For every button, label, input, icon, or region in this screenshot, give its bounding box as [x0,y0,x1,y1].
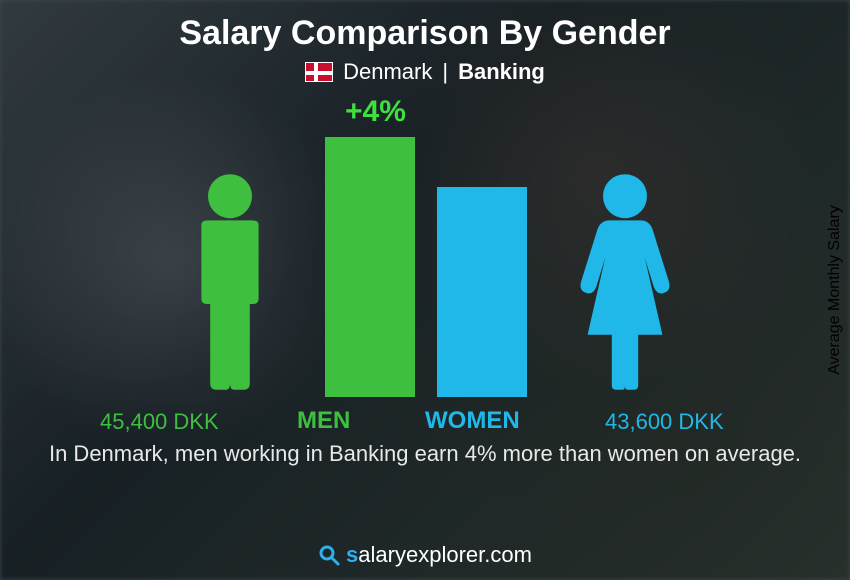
page-title: Salary Comparison By Gender [179,14,670,53]
male-icon [175,172,285,397]
brand-rest: alaryexplorer.com [358,542,532,567]
description-text: In Denmark, men working in Banking earn … [49,439,801,469]
women-label: WOMEN [425,407,520,435]
country-label: Denmark [343,59,432,85]
chart-area: +4% 45,400 DKK MEN WOMEN 43,600 DKK [45,95,805,435]
footer-brand: salaryexplorer.com [318,542,532,568]
sector-label: Banking [458,59,545,85]
brand-s: s [346,542,358,567]
yaxis-label: Average Monthly Salary [826,205,844,375]
denmark-flag-icon [305,62,333,82]
pct-diff-label: +4% [345,95,406,129]
women-bar [437,187,527,397]
men-bar [325,137,415,397]
subtitle-row: Denmark | Banking [305,59,545,85]
magnify-icon [318,544,340,566]
men-label: MEN [297,407,350,435]
women-salary: 43,600 DKK [605,409,724,435]
men-salary: 45,400 DKK [100,409,219,435]
separator: | [442,59,448,85]
content-wrapper: Salary Comparison By Gender Denmark | Ba… [0,0,850,580]
female-icon [565,172,685,397]
